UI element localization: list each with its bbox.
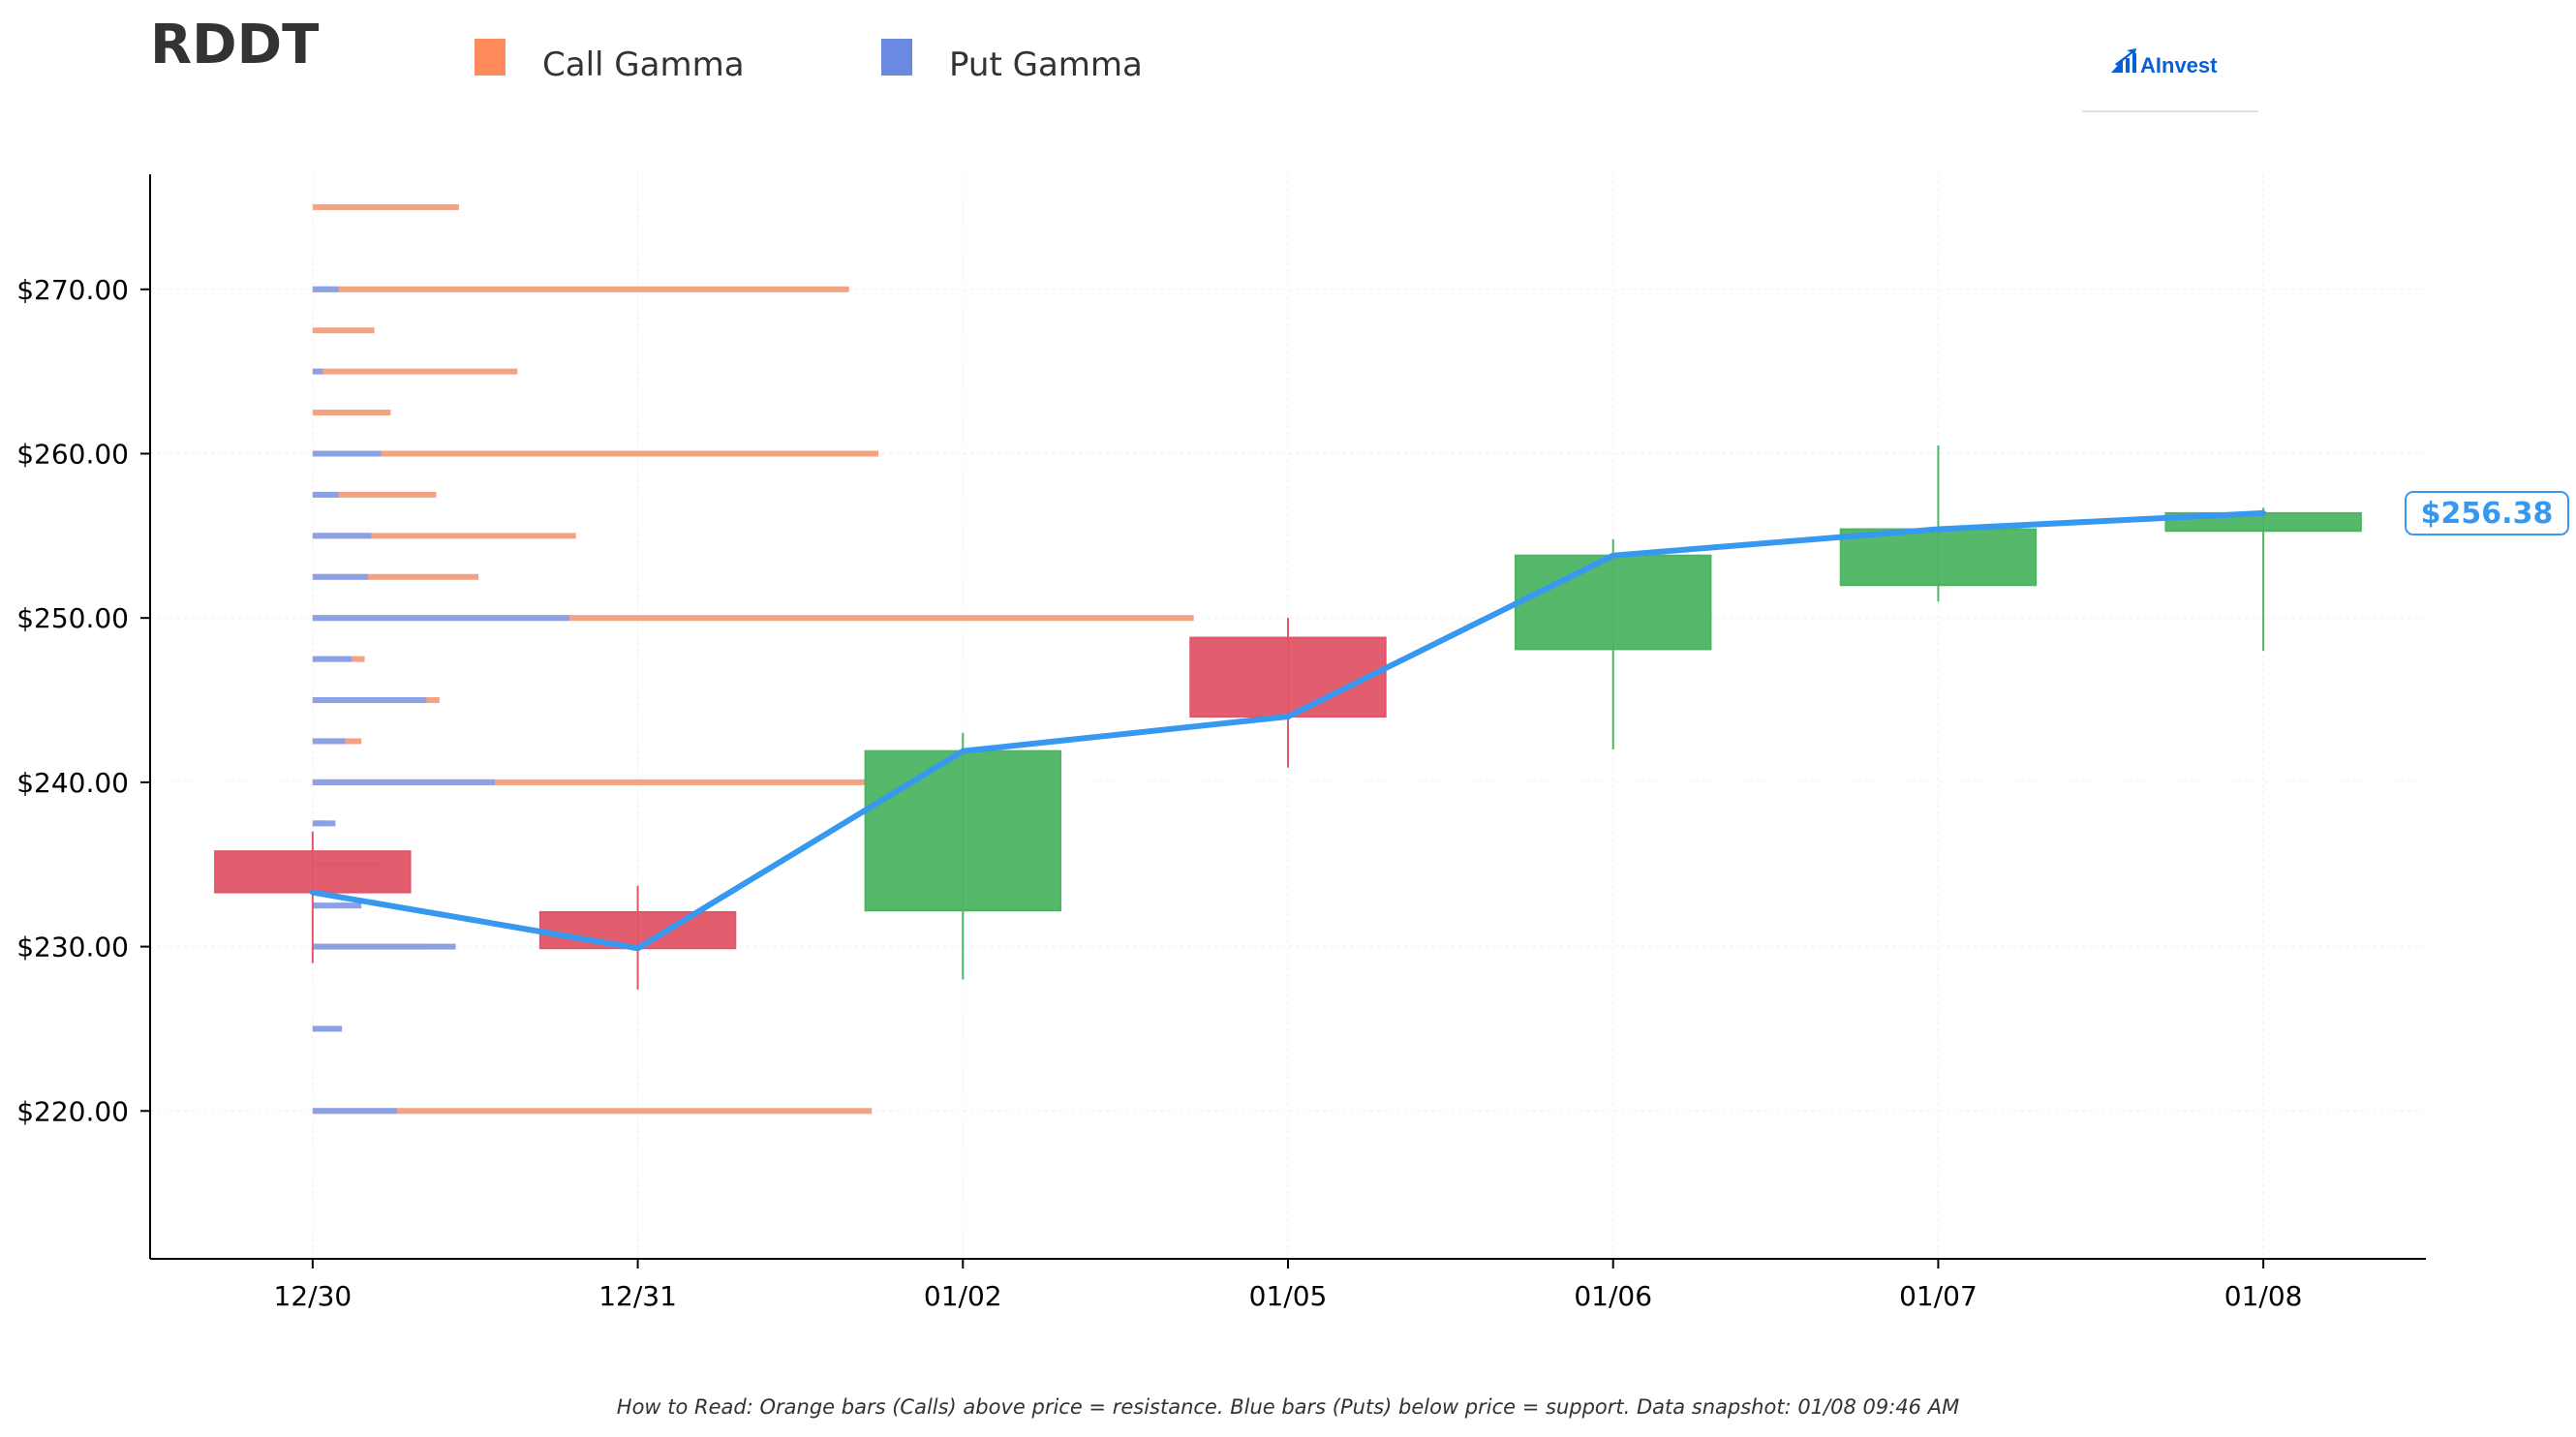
call-gamma-bar: [312, 327, 375, 334]
x-tick-label: 01/08: [2224, 1280, 2303, 1312]
gamma-bars: [312, 203, 1194, 1115]
put-gamma-bar: [312, 533, 372, 539]
call-gamma-bar: [312, 203, 459, 210]
call-gamma-bar: [312, 533, 576, 539]
call-gamma-bar: [312, 1108, 873, 1115]
put-gamma-bar: [312, 943, 456, 950]
last-price-badge-box: [2405, 491, 2569, 535]
call-gamma-bar: [312, 491, 437, 498]
put-gamma-bar: [312, 368, 322, 375]
put-gamma-bar: [312, 1025, 343, 1032]
call-gamma-legend-label: Call Gamma: [542, 46, 745, 84]
x-tick-label: 01/02: [924, 1280, 1002, 1312]
put-gamma-bar: [312, 615, 570, 622]
put-gamma-bar: [312, 738, 346, 745]
candle-body: [1839, 528, 2038, 587]
ticker-title: RDDT: [150, 14, 319, 76]
y-tick-label: $250.00: [16, 602, 129, 634]
put-gamma-legend-swatch: [881, 39, 912, 76]
call-gamma-bar: [312, 410, 391, 416]
last-price-label: $256.38: [2421, 497, 2554, 531]
put-gamma-bar: [312, 779, 495, 785]
call-gamma-legend-swatch: [475, 39, 506, 76]
put-gamma-bar: [312, 820, 336, 827]
chart-legend: Call Gamma Put Gamma: [475, 39, 1143, 84]
y-tick-label: $230.00: [16, 932, 129, 963]
call-gamma-bar: [312, 450, 878, 457]
last-price-badge: $256.38: [2405, 491, 2569, 535]
y-tick-label: $270.00: [16, 274, 129, 306]
x-tick-label: 12/30: [274, 1280, 353, 1312]
call-gamma-bar: [312, 368, 518, 375]
candle-body: [214, 850, 412, 894]
x-tick-label: 01/06: [1574, 1280, 1652, 1312]
call-gamma-bar: [312, 615, 1194, 622]
call-gamma-bar: [312, 779, 866, 785]
price-line: [309, 509, 2267, 952]
candle-body: [864, 749, 1061, 912]
ainvest-logo: AInvest: [2082, 48, 2258, 112]
footnote: How to Read: Orange bars (Calls) above p…: [617, 1395, 1959, 1419]
put-gamma-bar: [312, 697, 427, 704]
y-tick-label: $220.00: [16, 1095, 129, 1127]
put-gamma-bar: [312, 286, 339, 292]
put-gamma-bar: [312, 573, 368, 580]
candle-body: [1515, 554, 1712, 651]
y-tick-label: $240.00: [16, 767, 129, 799]
candle-body: [538, 910, 737, 950]
price-line-layer: [309, 509, 2267, 952]
put-gamma-bar: [312, 1108, 398, 1115]
candle-body: [1189, 636, 1387, 718]
put-gamma-bar: [312, 656, 353, 662]
x-tick-label: 12/31: [598, 1280, 677, 1312]
ainvest-logo-text: AInvest: [2140, 53, 2218, 77]
axes: $220.00 $230.00 $240.00 $250.00 $260.00 $270.…: [16, 174, 2426, 1312]
chart-bars-icon: [2111, 48, 2136, 73]
put-gamma-bar: [312, 491, 339, 498]
call-gamma-bar: [312, 573, 479, 580]
x-tick-label: 01/07: [1899, 1280, 1978, 1312]
put-gamma-bar: [312, 902, 362, 909]
put-gamma-bar: [312, 450, 382, 457]
y-tick-label: $260.00: [16, 438, 129, 470]
put-gamma-legend-label: Put Gamma: [949, 46, 1143, 84]
x-tick-label: 01/05: [1249, 1280, 1328, 1312]
call-gamma-bar: [312, 286, 849, 292]
